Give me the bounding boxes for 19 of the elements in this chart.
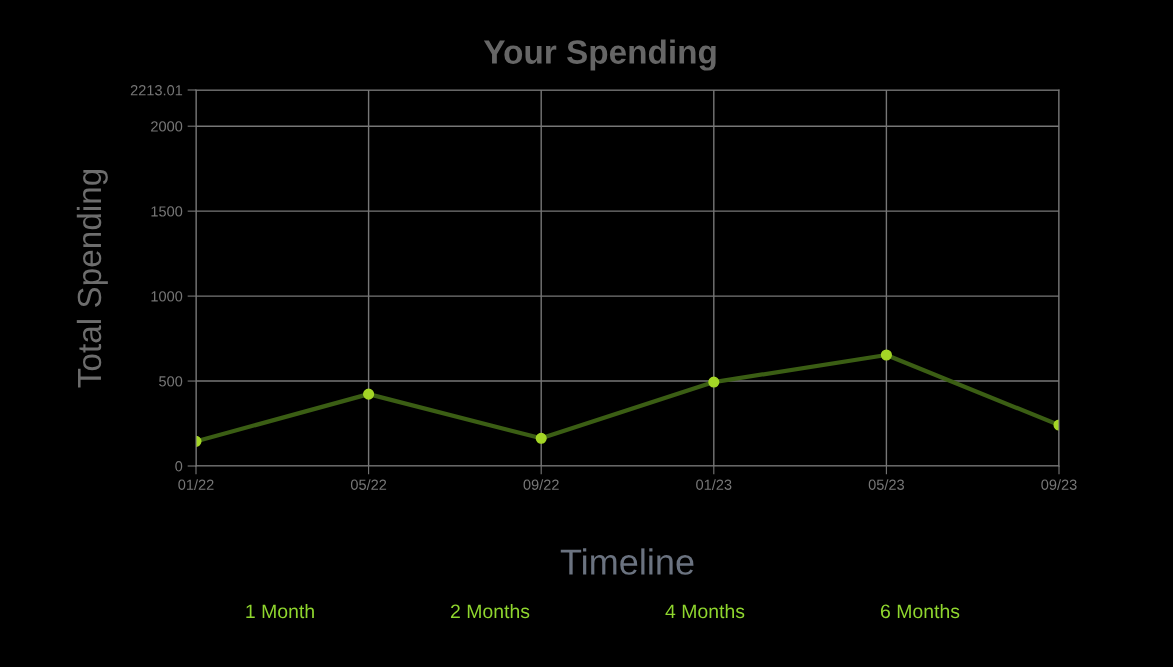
x-tick-label: 09/22 <box>523 479 559 490</box>
y-tick-label: 2000 <box>151 121 183 132</box>
x-tick-label: 09/23 <box>1041 479 1077 490</box>
text: 6 Months <box>881 603 960 619</box>
y-tick-label: 500 <box>159 376 183 387</box>
text: 1 Month <box>246 603 314 619</box>
x-tick-label: 05/22 <box>350 479 387 490</box>
text: 4 Months <box>665 603 745 619</box>
y-axis-title: Total Spending <box>76 169 108 388</box>
y-tick-label: 2213.01 <box>130 85 183 96</box>
y-tick-label: 1500 <box>151 206 183 217</box>
text: 2 Months <box>450 603 530 619</box>
x-tick-label: 01/23 <box>696 479 732 490</box>
x-tick-label: 01/22 <box>178 479 214 490</box>
x-tick-label: 05/23 <box>868 479 905 490</box>
x-axis-title: Timeline <box>560 548 694 575</box>
y-tick-label: 1000 <box>151 291 183 302</box>
y-tick-label: 0 <box>175 461 183 472</box>
chart-title: Your Spending <box>483 39 716 71</box>
